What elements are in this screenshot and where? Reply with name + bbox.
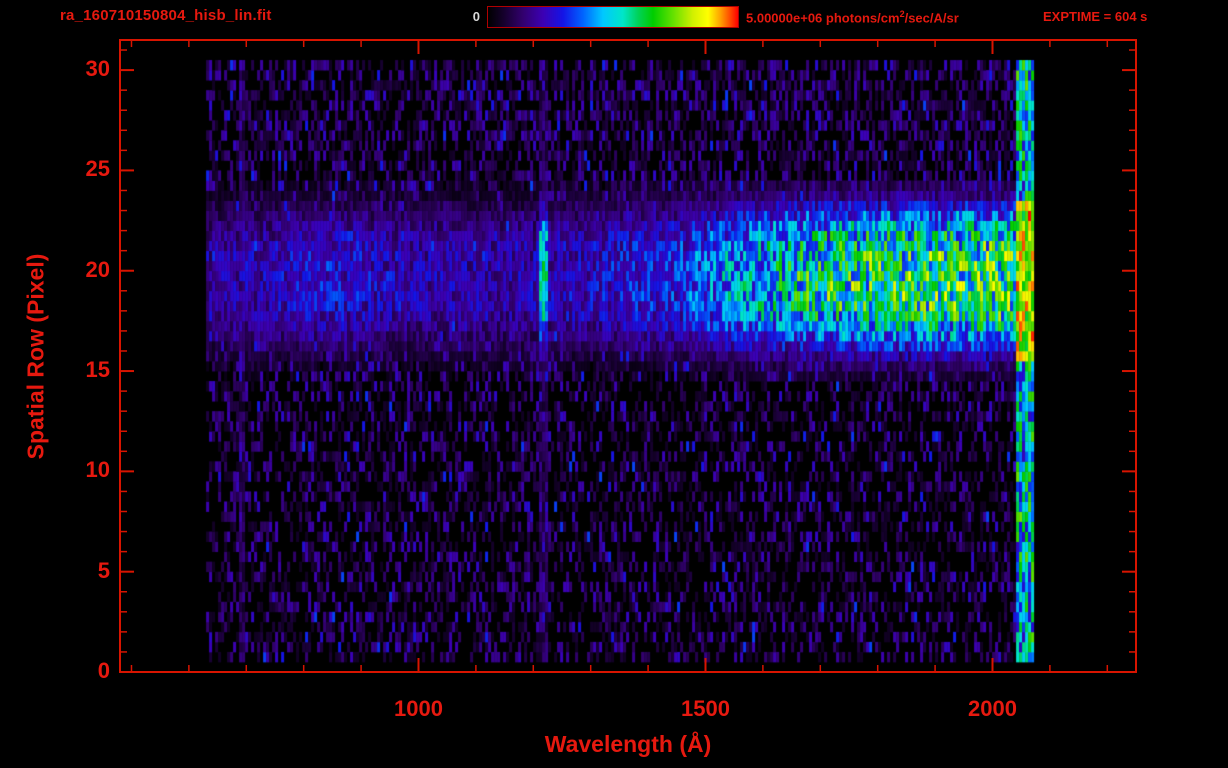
colorbar-gradient bbox=[487, 6, 739, 28]
y-tick-label: 30 bbox=[85, 56, 110, 82]
colorbar-min-label: 0 bbox=[472, 9, 480, 24]
x-tick-label: 1500 bbox=[681, 696, 730, 721]
x-axis-title: Wavelength (Å) bbox=[544, 731, 712, 757]
x-tick-label: 1000 bbox=[394, 696, 443, 721]
y-tick-label: 15 bbox=[85, 357, 110, 383]
y-axis-title-wrap: Spatial Row (Pixel) bbox=[14, 40, 58, 672]
y-tick-label: 20 bbox=[85, 256, 110, 282]
colorbar-max-label: 5.00000e+06 photons/cm2/sec/A/sr bbox=[746, 9, 959, 25]
colorbar-max-superscript: 2 bbox=[899, 9, 905, 19]
y-tick-label: 0 bbox=[97, 658, 110, 683]
y-tick-label: 25 bbox=[85, 156, 110, 182]
exptime-label: EXPTIME = 604 s bbox=[1043, 9, 1148, 24]
file-title: ra_160710150804_hisb_lin.fit bbox=[60, 7, 272, 24]
y-tick-label: 5 bbox=[97, 557, 110, 583]
y-axis-title: Spatial Row (Pixel) bbox=[22, 253, 49, 459]
y-tick-label: 10 bbox=[85, 457, 110, 483]
colorbar-max-prefix: 5.00000e+06 photons/cm bbox=[746, 10, 900, 26]
colorbar-max-suffix: /sec/A/sr bbox=[904, 10, 959, 26]
x-tick-label: 2000 bbox=[968, 696, 1017, 721]
spectrogram-heatmap bbox=[120, 40, 1136, 672]
